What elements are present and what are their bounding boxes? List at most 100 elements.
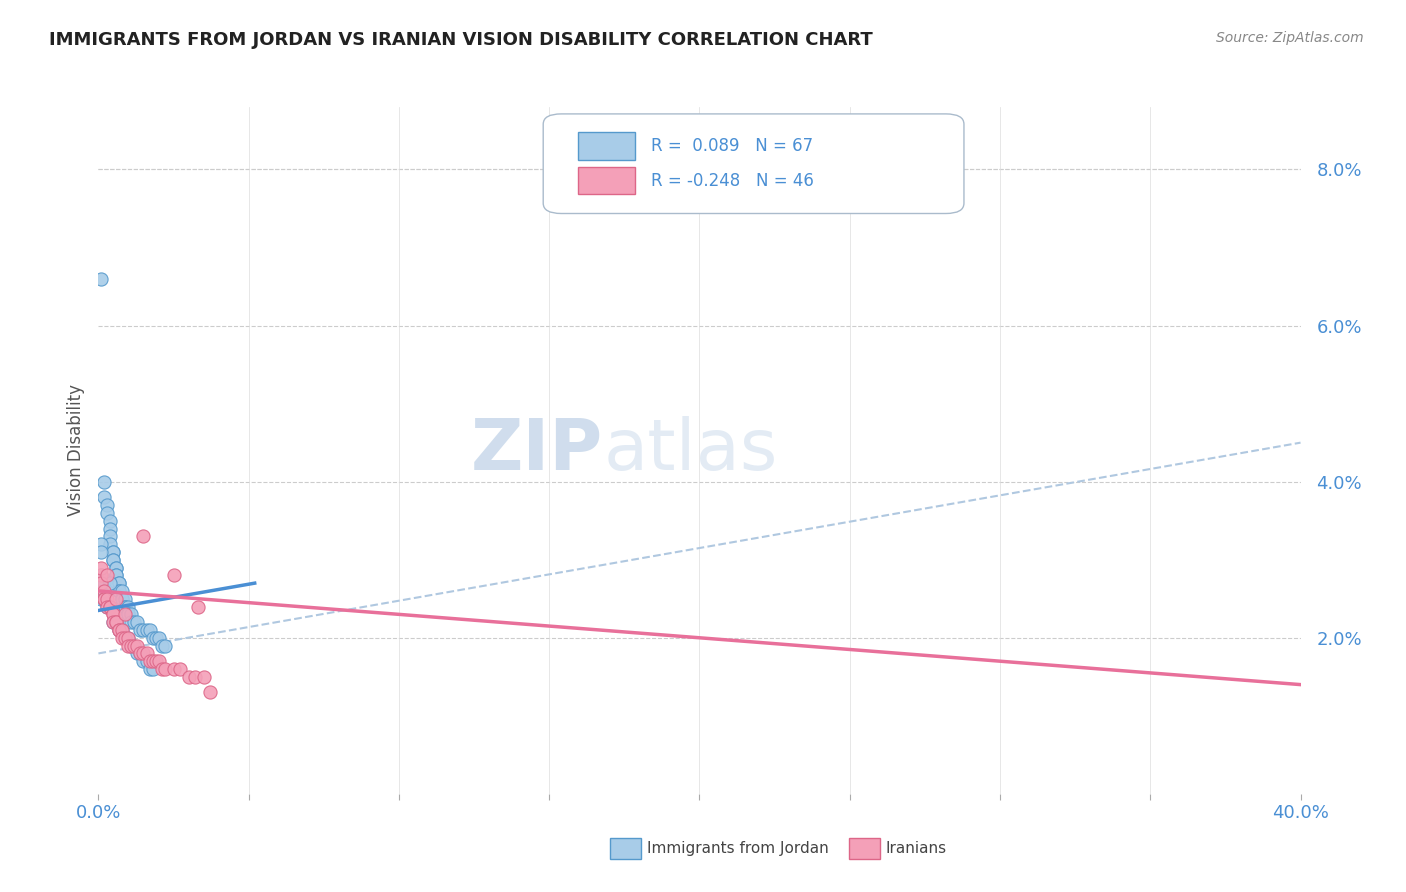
Point <box>141 631 163 645</box>
Point <box>124 639 146 653</box>
Point <box>117 631 139 645</box>
Point <box>105 560 128 574</box>
Point <box>100 537 122 551</box>
Point <box>135 646 157 660</box>
Point <box>153 662 176 676</box>
Point <box>111 631 134 645</box>
Point <box>111 591 134 606</box>
Point <box>100 599 122 614</box>
Point <box>96 599 118 614</box>
Point <box>100 521 122 535</box>
Text: Immigrants from Jordan: Immigrants from Jordan <box>647 841 828 855</box>
Point <box>129 623 152 637</box>
Point <box>121 615 143 630</box>
Point <box>148 654 170 668</box>
Point <box>145 654 167 668</box>
Point <box>90 591 112 606</box>
Point <box>90 568 112 582</box>
Point <box>117 639 139 653</box>
Point <box>105 615 128 630</box>
Point <box>114 599 136 614</box>
Point <box>162 662 184 676</box>
Point <box>198 685 221 699</box>
Text: Source: ZipAtlas.com: Source: ZipAtlas.com <box>1216 31 1364 45</box>
Point <box>121 607 143 622</box>
Point <box>129 646 152 660</box>
Point <box>93 475 115 489</box>
Point <box>90 545 112 559</box>
Point <box>111 591 134 606</box>
Point <box>162 568 184 582</box>
Point <box>90 568 112 582</box>
Point <box>148 631 170 645</box>
Point <box>96 583 118 598</box>
Point <box>100 599 122 614</box>
Point <box>150 662 173 676</box>
Point <box>132 646 155 660</box>
Point <box>103 545 125 559</box>
Point <box>105 568 128 582</box>
Point <box>183 670 205 684</box>
Point <box>138 623 160 637</box>
Point <box>127 639 149 653</box>
Point <box>114 607 136 622</box>
Point <box>103 607 125 622</box>
Point <box>93 591 115 606</box>
Point <box>138 662 160 676</box>
Text: atlas: atlas <box>603 416 778 485</box>
Point <box>105 568 128 582</box>
Point <box>108 576 131 591</box>
Point <box>193 670 215 684</box>
Point <box>108 583 131 598</box>
Point <box>111 623 134 637</box>
Point <box>108 623 131 637</box>
Point <box>138 654 160 668</box>
Point <box>114 591 136 606</box>
Point <box>135 654 157 668</box>
Point <box>96 498 118 512</box>
Point <box>124 639 146 653</box>
Point <box>108 583 131 598</box>
Point <box>153 639 176 653</box>
Y-axis label: Vision Disability: Vision Disability <box>66 384 84 516</box>
Point <box>96 506 118 520</box>
Text: R =  0.089   N = 67: R = 0.089 N = 67 <box>651 137 814 155</box>
Point <box>103 552 125 567</box>
Point <box>135 623 157 637</box>
Point <box>108 576 131 591</box>
Point <box>93 490 115 504</box>
Point <box>103 552 125 567</box>
Point <box>117 599 139 614</box>
Point <box>105 615 128 630</box>
Point <box>127 646 149 660</box>
FancyBboxPatch shape <box>578 167 634 194</box>
Point <box>90 576 112 591</box>
Point <box>90 560 112 574</box>
Text: ZIP: ZIP <box>471 416 603 485</box>
Point <box>169 662 191 676</box>
Point <box>114 631 136 645</box>
Point <box>141 662 163 676</box>
Point <box>105 591 128 606</box>
Text: Iranians: Iranians <box>886 841 946 855</box>
Point <box>100 599 122 614</box>
Point <box>108 623 131 637</box>
Point <box>100 529 122 543</box>
Point <box>90 537 112 551</box>
FancyBboxPatch shape <box>543 114 965 213</box>
Point <box>145 631 167 645</box>
Point <box>132 529 155 543</box>
Point <box>121 639 143 653</box>
Text: R = -0.248   N = 46: R = -0.248 N = 46 <box>651 171 814 189</box>
Point <box>117 607 139 622</box>
Point <box>96 591 118 606</box>
Point <box>150 639 173 653</box>
Point <box>93 576 115 591</box>
Point <box>114 631 136 645</box>
Point <box>111 623 134 637</box>
Point <box>103 545 125 559</box>
Point <box>105 560 128 574</box>
Point <box>103 615 125 630</box>
Point <box>105 615 128 630</box>
Point <box>141 654 163 668</box>
